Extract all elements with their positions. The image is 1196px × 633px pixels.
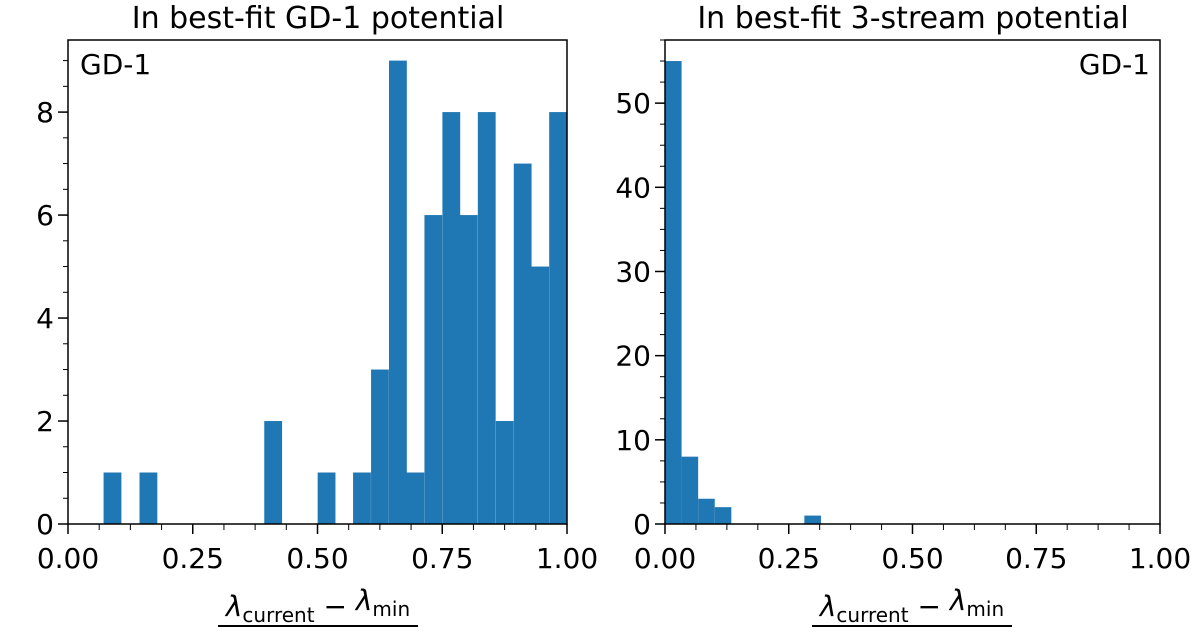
y-tick-label: 0	[633, 508, 651, 541]
right-bars	[665, 61, 821, 524]
histogram-bar	[681, 456, 699, 524]
histogram-bar	[406, 472, 425, 524]
histogram-bar	[424, 215, 443, 524]
histogram-bar	[495, 421, 514, 524]
x-tick-label: 0.25	[162, 542, 224, 575]
histogram-bar	[698, 498, 715, 524]
y-tick-label: 40	[615, 171, 651, 204]
y-tick-label: 0	[36, 508, 54, 541]
left-y-ticks: 0 2 4 6 8	[36, 60, 68, 541]
histogram-bar	[714, 507, 732, 524]
right-plot-frame	[664, 39, 1161, 525]
x-tick-label: 0.00	[37, 542, 99, 575]
y-tick-label: 10	[615, 424, 651, 457]
right-x-axis-label: λcurrent − λmin	[818, 584, 1004, 627]
left-panel-annotation: GD-1	[80, 48, 151, 81]
right-x-ticks: 0.00 0.25 0.50 0.75 1.00	[634, 524, 1191, 575]
x-tick-label: 0.75	[411, 542, 473, 575]
x-tick-label: 0.00	[634, 542, 696, 575]
right-y-ticks: 0 10 20 30 40 50	[615, 39, 665, 541]
y-tick-label: 8	[36, 96, 54, 129]
histogram-bar	[513, 163, 532, 524]
histogram-bar	[264, 421, 283, 524]
y-tick-label: 2	[36, 405, 54, 438]
histogram-bar	[549, 112, 567, 524]
right-panel-annotation: GD-1	[1079, 48, 1150, 81]
histogram-bar	[459, 215, 478, 524]
histogram-bar	[103, 472, 122, 524]
right-panel-title: In best-fit 3-stream potential	[697, 1, 1128, 36]
x-tick-label: 1.00	[1129, 542, 1191, 575]
x-tick-label: 0.50	[881, 542, 943, 575]
histogram-bar	[804, 515, 821, 524]
histogram-bar	[389, 60, 407, 525]
left-histogram-panel: In best-fit GD-1 potential 0.00 0.25 0.50 0…	[36, 1, 598, 627]
left-x-ticks: 0.00 0.25 0.50 0.75 1.00	[37, 524, 598, 575]
left-x-axis-label: λcurrent − λmin	[224, 584, 410, 627]
y-tick-label: 6	[36, 199, 54, 232]
histogram-bar	[317, 472, 336, 524]
x-tick-label: 0.25	[758, 542, 820, 575]
x-tick-label: 0.50	[286, 542, 348, 575]
y-tick-label: 50	[615, 87, 651, 120]
histogram-bar	[477, 112, 496, 524]
histogram-bar	[442, 112, 461, 524]
x-tick-label: 1.00	[536, 542, 598, 575]
left-panel-title: In best-fit GD-1 potential	[132, 1, 505, 36]
histogram-bar	[139, 472, 158, 524]
histogram-bar	[665, 61, 682, 524]
left-bars	[103, 60, 567, 525]
right-histogram-panel: In best-fit 3-stream potential 0.00 0.25 0…	[615, 1, 1191, 627]
y-tick-label: 4	[36, 302, 54, 335]
x-tick-label: 0.75	[1005, 542, 1067, 575]
left-plot-frame	[67, 39, 568, 525]
histogram-bar	[353, 472, 371, 524]
y-tick-label: 30	[615, 255, 651, 288]
y-tick-label: 20	[615, 340, 651, 373]
histogram-bar	[371, 369, 389, 524]
histogram-bar	[531, 266, 550, 524]
